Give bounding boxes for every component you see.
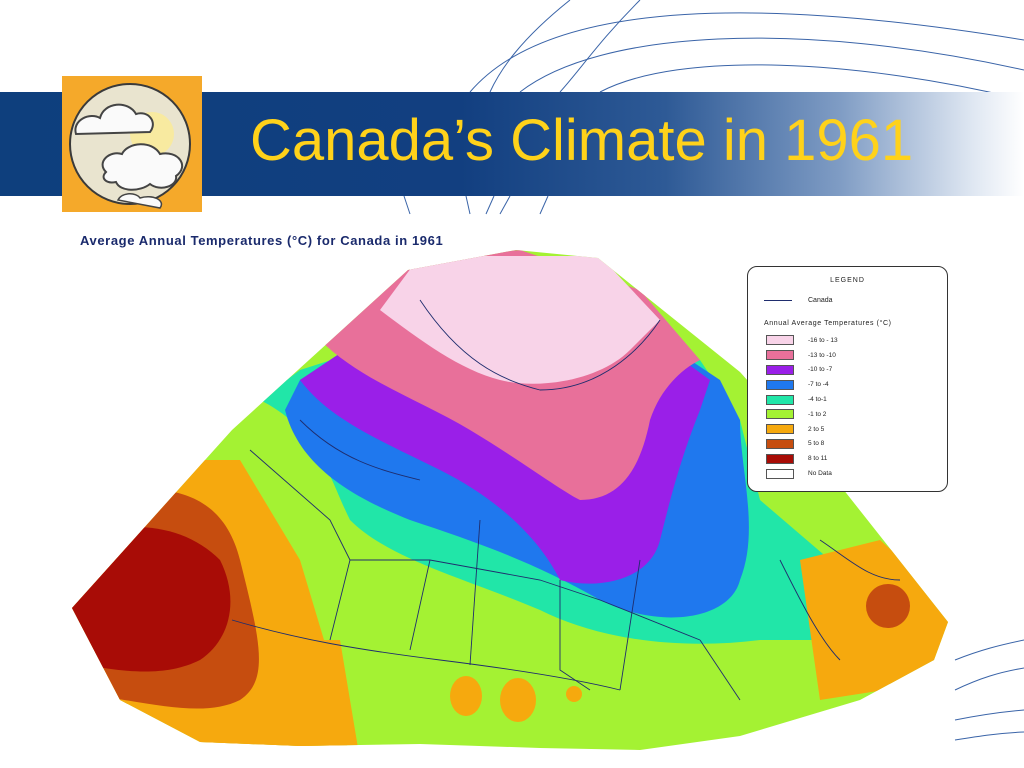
legend-item: 5 to 8	[766, 437, 838, 452]
legend-swatch	[766, 468, 794, 479]
legend-item: 8 to 11	[766, 451, 838, 466]
legend-item: -10 to -7	[766, 363, 838, 378]
legend-swatch	[766, 350, 794, 361]
legend-item: -16 to - 13	[766, 333, 838, 348]
legend-item-label: -16 to - 13	[808, 336, 838, 344]
map-title: Average Annual Temperatures (°C) for Can…	[80, 233, 444, 248]
legend-swatch	[766, 364, 794, 375]
legend-canada-label: Canada	[808, 297, 833, 304]
slide-title: Canada’s Climate in 1961	[250, 108, 914, 173]
legend-item-label: No Data	[808, 470, 832, 478]
legend-item: -4 to-1	[766, 392, 838, 407]
legend-item: 2 to 5	[766, 422, 838, 437]
legend-item-label: -1 to 2	[808, 410, 827, 418]
legend-swatch	[766, 453, 794, 464]
legend-canada-row: Canada	[764, 297, 833, 304]
sun-and-clouds-icon	[69, 83, 191, 209]
boundary-line-swatch	[764, 299, 792, 301]
legend-item-label: -13 to -10	[808, 351, 836, 359]
legend-swatch	[766, 438, 794, 449]
legend-item-label: -4 to-1	[808, 396, 827, 404]
legend-item: No Data	[766, 466, 838, 481]
legend-items: -16 to - 13 -13 to -10 -10 to -7 -7 to -…	[766, 333, 838, 481]
legend-item: -1 to 2	[766, 407, 838, 422]
province-boundaries	[231, 299, 901, 701]
legend-item-label: 5 to 8	[808, 440, 825, 448]
map-legend: LEGEND Canada Annual Average Temperature…	[747, 266, 948, 492]
legend-swatch	[766, 394, 794, 405]
legend-subtitle: Annual Average Temperatures (°C)	[764, 320, 892, 327]
legend-swatch	[766, 409, 794, 420]
legend-title: LEGEND	[830, 277, 865, 284]
legend-item: -13 to -10	[766, 348, 838, 363]
legend-swatch	[766, 335, 794, 346]
legend-item-label: -10 to -7	[808, 366, 833, 374]
logo-box	[62, 76, 202, 212]
legend-item-label: 8 to 11	[808, 455, 828, 463]
legend-item: -7 to -4	[766, 377, 838, 392]
legend-item-label: 2 to 5	[808, 425, 825, 433]
legend-swatch	[766, 424, 794, 435]
legend-item-label: -7 to -4	[808, 381, 829, 389]
legend-swatch	[766, 379, 794, 390]
